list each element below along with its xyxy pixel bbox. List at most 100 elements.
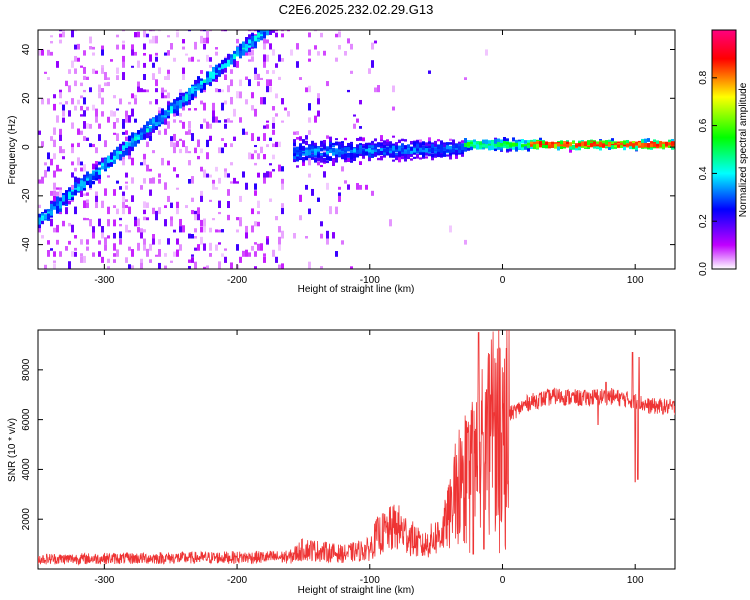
spectrogram-cell xyxy=(179,120,182,123)
spectrogram-cell xyxy=(413,156,416,159)
spectrogram-cell xyxy=(593,146,596,149)
spectrogram-cell xyxy=(179,148,182,154)
spectrogram-cell xyxy=(167,160,170,166)
spectrogram-cell xyxy=(197,155,200,160)
spectrogram-cell xyxy=(191,176,194,184)
spectrogram-cell xyxy=(380,150,383,156)
spectrogram-cell xyxy=(146,33,149,38)
spectrogram-cell xyxy=(323,144,326,150)
spectrogram-cell xyxy=(89,87,92,93)
spectrogram-cell xyxy=(71,145,74,154)
snr-y-tick-label: 4000 xyxy=(21,458,32,481)
spectrogram-cell xyxy=(209,57,212,62)
spectrogram-cell xyxy=(332,162,335,166)
spectrogram-cell xyxy=(230,262,233,269)
spectrogram-cell xyxy=(179,138,182,141)
spectrogram-cell xyxy=(89,143,92,148)
spectrogram-cell xyxy=(254,150,257,154)
spectrogram-cell xyxy=(236,217,239,221)
spectrogram-cell xyxy=(305,152,308,156)
spectrogram-cell xyxy=(245,182,248,190)
spectrogram-cell xyxy=(227,173,230,178)
spectrogram-cell xyxy=(356,150,359,154)
spectrogram-cell xyxy=(374,87,377,93)
spectrogram-cell xyxy=(611,141,614,145)
spectrogram-cell xyxy=(203,102,206,111)
spectrogram-cell xyxy=(182,140,185,148)
spectrogram-cell xyxy=(50,35,53,38)
spectrogram-cell xyxy=(455,155,458,159)
spectrogram-cell xyxy=(281,230,284,239)
spectrogram-cell xyxy=(101,65,104,68)
spectrogram-cell xyxy=(560,144,563,150)
spectrogram-cell xyxy=(353,151,356,156)
spectrogram-cell xyxy=(464,143,467,148)
spectrogram-cell xyxy=(68,193,71,200)
spectrogram-cell xyxy=(305,147,308,151)
spectrogram-cell xyxy=(101,160,104,164)
spectrogram-cell xyxy=(452,141,455,146)
spectrogram-cell xyxy=(272,30,275,33)
spectrogram-cell xyxy=(125,224,128,233)
spectrogram-cell xyxy=(488,145,491,151)
spectrogram-cell xyxy=(299,150,302,155)
spectrogram-cell xyxy=(206,54,209,62)
spectrogram-cell xyxy=(86,199,89,202)
spectrogram-frame xyxy=(37,29,676,270)
spectrogram-cell xyxy=(188,30,191,32)
spectrogram-cell xyxy=(458,149,461,154)
spectrogram-cell xyxy=(587,140,590,145)
spectrogram-xlabel: Height of straight line (km) xyxy=(298,284,415,295)
spectrogram-cell xyxy=(518,144,521,149)
spectrogram-cell xyxy=(125,257,128,263)
spectrogram-cell xyxy=(101,88,104,93)
spectrogram-cell xyxy=(200,124,203,129)
spectrogram-cell xyxy=(98,92,101,99)
spectrogram-cell xyxy=(305,87,308,93)
spectrogram-cell xyxy=(269,171,272,178)
spectrogram-cell xyxy=(80,130,83,135)
spectrogram-cell xyxy=(503,144,506,149)
spectrogram-cell xyxy=(188,121,191,129)
spectrogram-cell xyxy=(446,154,449,157)
spectrogram-cell xyxy=(164,110,167,116)
spectrogram-cell xyxy=(497,142,500,148)
spectrogram-cell xyxy=(350,43,353,50)
spectrogram-cell xyxy=(458,143,461,147)
spectrogram-cell xyxy=(170,106,173,114)
spectrogram-cell xyxy=(161,87,164,93)
spectrogram-cell xyxy=(113,259,116,263)
spectrogram-cell xyxy=(230,79,233,87)
snr-x-tick-label: -300 xyxy=(94,575,114,586)
spectrogram-cell xyxy=(308,173,311,178)
spectrogram-cell xyxy=(557,142,560,147)
spectrogram-cell xyxy=(449,149,452,153)
spectrogram-cell xyxy=(179,244,182,251)
spectrogram-cell xyxy=(419,150,422,154)
spectrogram-cell xyxy=(182,39,185,44)
spectrogram-cell xyxy=(587,145,590,150)
spectrogram-cell xyxy=(50,51,53,56)
spectrogram-cell xyxy=(110,157,113,163)
spectrogram-cell xyxy=(203,30,206,32)
spectrogram-cell xyxy=(302,139,305,144)
spectrogram-cell xyxy=(83,66,86,74)
spectrogram-cell xyxy=(152,30,155,32)
spectrogram-cell xyxy=(371,190,374,196)
spectrogram-cell xyxy=(215,187,218,190)
spectrogram-cell xyxy=(263,42,266,50)
spectrogram-cell xyxy=(329,156,332,161)
colorbar-label: Normalized spectral amplitude xyxy=(738,82,749,217)
spectrogram-cell xyxy=(446,142,449,147)
spectrogram-cell xyxy=(74,247,77,251)
spectrogram-cell xyxy=(647,138,650,142)
spectrogram-cell xyxy=(191,233,194,239)
spectrogram-cell xyxy=(341,141,344,144)
spectrogram-cell xyxy=(380,135,383,140)
spectrogram-cell xyxy=(188,96,191,100)
spectrogram-cell xyxy=(200,190,203,196)
spectrogram-cell xyxy=(347,157,350,162)
spectrogram-cell xyxy=(152,177,155,184)
